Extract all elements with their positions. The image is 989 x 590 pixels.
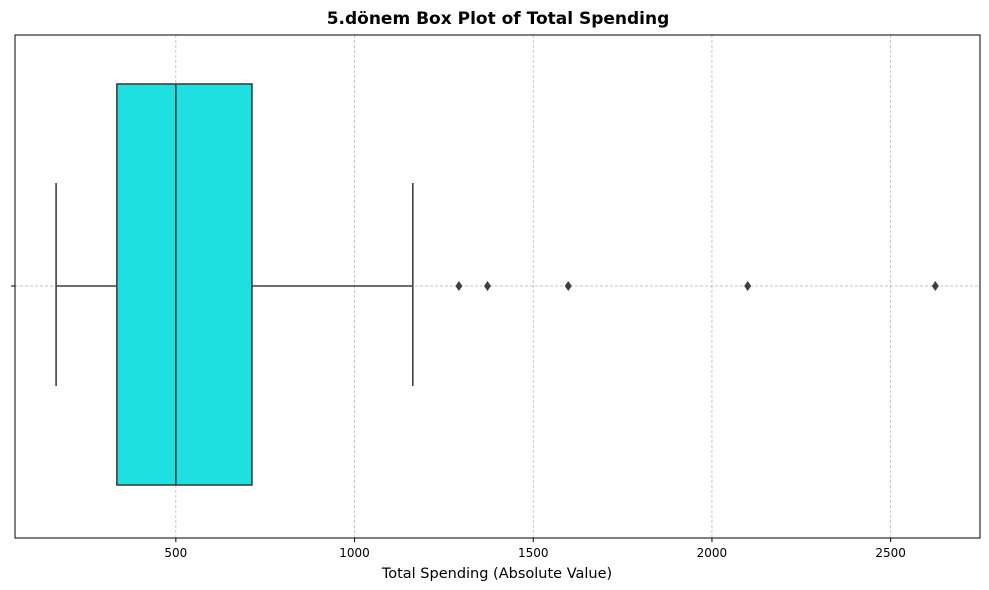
x-tick-label: 2000 xyxy=(697,546,728,560)
x-tick-label: 2500 xyxy=(875,546,906,560)
outlier-point xyxy=(564,281,572,291)
plot-area xyxy=(55,83,939,486)
chart-title: 5.dönem Box Plot of Total Spending xyxy=(327,9,670,29)
outlier-point xyxy=(931,281,939,291)
x-tick-label: 500 xyxy=(164,546,187,560)
x-axis-label: Total Spending (Absolute Value) xyxy=(381,566,612,582)
box-iqr xyxy=(116,83,253,486)
x-axis: 500 1000 1500 2000 2500 xyxy=(164,538,906,560)
x-tick-label: 1500 xyxy=(518,546,549,560)
outlier-point xyxy=(455,281,463,291)
outlier-point xyxy=(483,281,491,291)
outlier-point xyxy=(744,281,752,291)
x-tick-label: 1000 xyxy=(339,546,370,560)
